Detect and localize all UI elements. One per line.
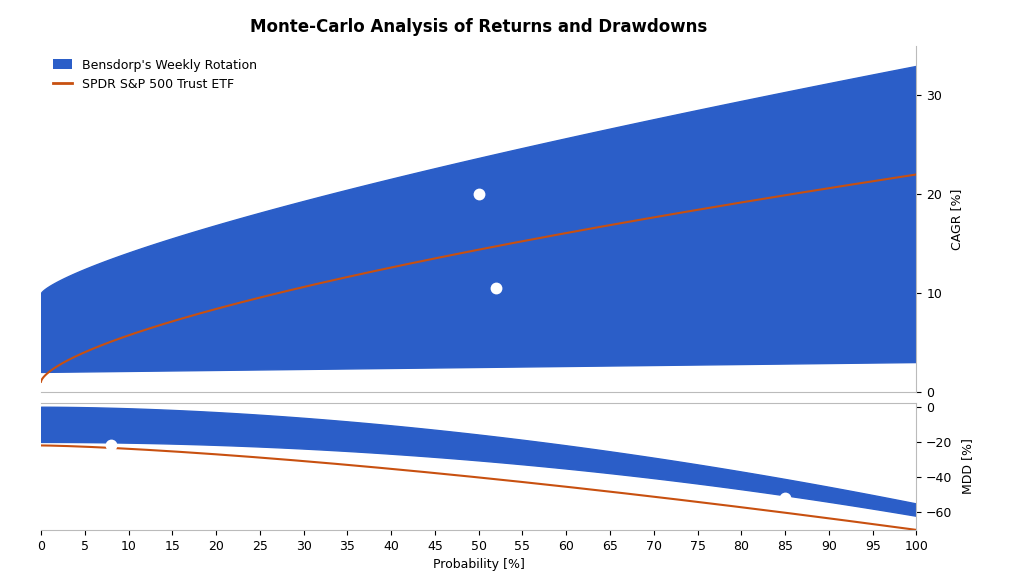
Y-axis label: CAGR [%]: CAGR [%] bbox=[950, 188, 964, 249]
Y-axis label: MDD [%]: MDD [%] bbox=[961, 438, 974, 495]
Title: Monte-Carlo Analysis of Returns and Drawdowns: Monte-Carlo Analysis of Returns and Draw… bbox=[250, 18, 708, 36]
X-axis label: Probability [%]: Probability [%] bbox=[433, 558, 524, 571]
Legend: Bensdorp's Weekly Rotation, SPDR S&P 500 Trust ETF: Bensdorp's Weekly Rotation, SPDR S&P 500… bbox=[47, 52, 263, 97]
